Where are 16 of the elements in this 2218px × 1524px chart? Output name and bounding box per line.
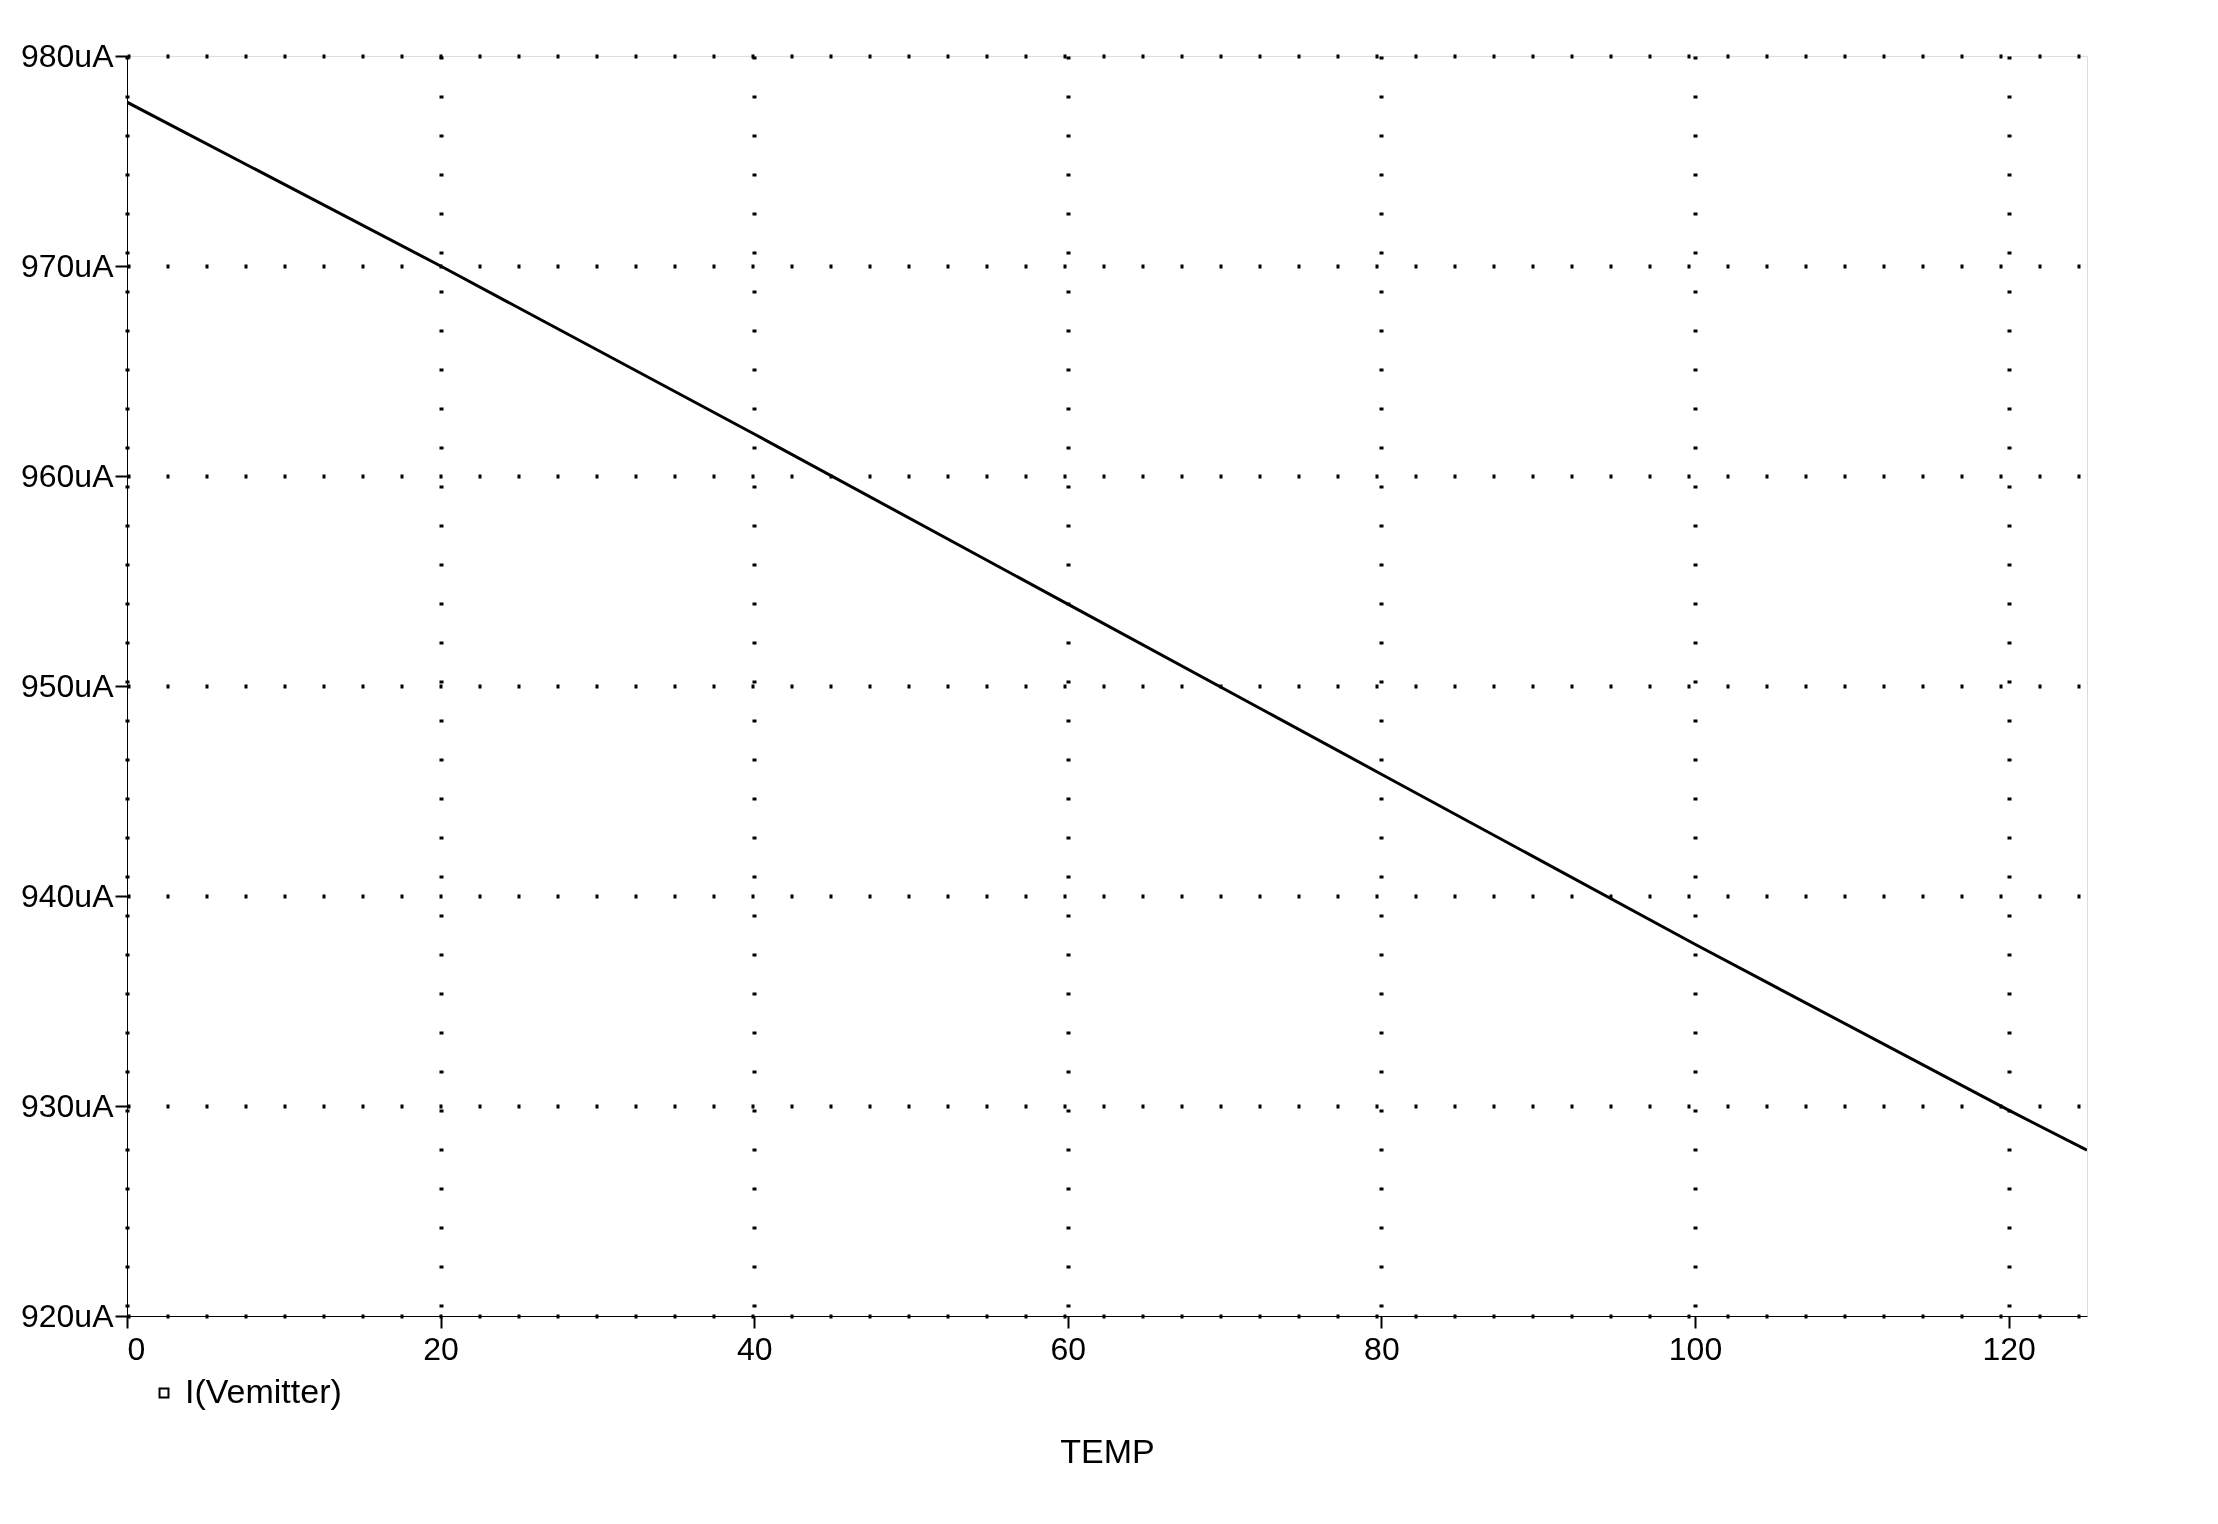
y-tick-label: 920uA (20, 1297, 115, 1334)
y-tick-label: 970uA (20, 247, 115, 284)
x-tick-label: 40 (736, 1330, 773, 1367)
y-tick-label: 930uA (20, 1087, 115, 1124)
y-tick-label: 980uA (20, 37, 115, 74)
x-tick-label: 60 (1050, 1330, 1087, 1367)
y-tick-label: 950uA (20, 667, 115, 704)
x-tick-label: 120 (1982, 1330, 2036, 1367)
y-tick-label: 940uA (20, 877, 115, 914)
x-tick-label: 20 (423, 1330, 459, 1367)
x-tick-label: 0 (127, 1330, 146, 1367)
x-axis-title: TEMP (1060, 1431, 1155, 1470)
x-tick-label: 100 (1668, 1330, 1723, 1367)
y-tick-label: 960uA (20, 457, 115, 494)
x-tick-label: 80 (1364, 1330, 1400, 1367)
legend-label: I(Vemitter) (185, 1372, 342, 1410)
